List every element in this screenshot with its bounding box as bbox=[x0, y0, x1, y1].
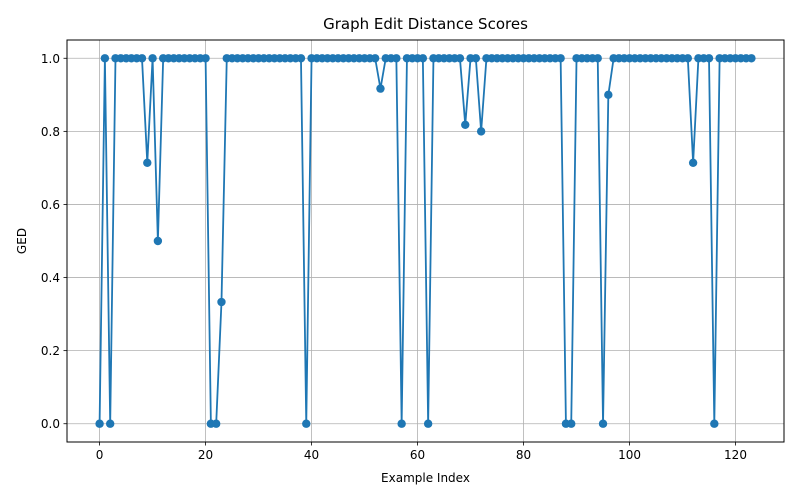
y-axis-title: GED bbox=[15, 228, 29, 254]
data-point bbox=[211, 419, 221, 428]
y-tick-label: 0.0 bbox=[41, 417, 60, 431]
data-point bbox=[105, 419, 115, 428]
data-point bbox=[397, 419, 406, 428]
data-point bbox=[296, 54, 306, 63]
data-point bbox=[143, 158, 152, 167]
data-point bbox=[302, 419, 311, 428]
y-tick-label: 0.2 bbox=[41, 344, 60, 358]
data-point bbox=[598, 419, 608, 428]
data-point bbox=[593, 54, 602, 63]
data-point bbox=[556, 54, 565, 63]
x-axis-title: Example Index bbox=[381, 471, 470, 485]
data-point bbox=[423, 419, 433, 428]
plot-frame bbox=[66, 39, 785, 443]
y-tick-label: 1.0 bbox=[41, 52, 60, 66]
data-point bbox=[461, 120, 470, 129]
data-point bbox=[392, 54, 401, 63]
x-tick-label: 60 bbox=[410, 448, 425, 462]
data-point bbox=[201, 54, 210, 63]
y-axis: 0.0 0.2 0.4 0.6 0.8 1.0 bbox=[41, 52, 67, 431]
data-point bbox=[376, 84, 385, 93]
data-point bbox=[747, 54, 756, 63]
x-tick-label: 40 bbox=[304, 448, 319, 462]
data-point bbox=[100, 54, 110, 63]
data-point bbox=[471, 54, 481, 63]
y-tick-label: 0.8 bbox=[41, 125, 60, 139]
y-tick-label: 0.4 bbox=[41, 271, 60, 285]
data-point bbox=[137, 54, 147, 63]
data-point bbox=[95, 419, 104, 428]
data-point bbox=[217, 297, 226, 307]
data-point bbox=[370, 54, 380, 63]
x-tick-label: 120 bbox=[724, 448, 747, 462]
data-point bbox=[604, 90, 613, 100]
data-point bbox=[153, 236, 163, 246]
data-point bbox=[710, 419, 719, 428]
chart-title: Graph Edit Distance Scores bbox=[323, 15, 528, 33]
data-point bbox=[148, 54, 157, 63]
x-tick-label: 20 bbox=[198, 448, 213, 462]
data-point bbox=[704, 54, 714, 63]
x-tick-label: 100 bbox=[618, 448, 641, 462]
data-point bbox=[567, 419, 576, 428]
x-axis: 0 20 40 60 80 100 120 bbox=[96, 442, 747, 462]
data-point bbox=[683, 54, 693, 63]
x-tick-label: 0 bbox=[96, 448, 104, 462]
y-tick-label: 0.6 bbox=[41, 198, 60, 212]
data-point bbox=[455, 54, 465, 63]
series-ged bbox=[95, 54, 756, 428]
x-tick-label: 80 bbox=[516, 448, 531, 462]
data-point bbox=[476, 127, 486, 136]
data-point bbox=[688, 158, 698, 167]
data-point bbox=[418, 54, 428, 63]
